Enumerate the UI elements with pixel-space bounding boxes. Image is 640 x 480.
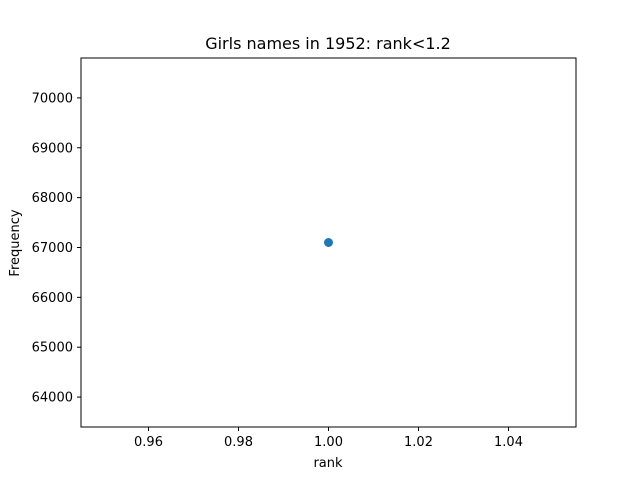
- x-tick-label: 0.98: [224, 435, 253, 450]
- y-tick-label: 65000: [32, 341, 73, 356]
- y-tick-label: 66000: [32, 291, 73, 306]
- x-tick-label: 1.02: [404, 435, 433, 450]
- chart-title: Girls names in 1952: rank<1.2: [205, 34, 451, 53]
- y-axis: 64000 65000 66000 67000 68000 69000 70000: [32, 91, 81, 406]
- plot-area: [324, 238, 333, 247]
- x-axis-title: rank: [313, 456, 343, 471]
- x-tick-label: 1.04: [494, 435, 523, 450]
- y-tick-label: 64000: [32, 391, 73, 406]
- x-axis: 0.96 0.98 1.00 1.02 1.04: [134, 427, 523, 450]
- y-tick-label: 69000: [32, 141, 73, 156]
- y-tick-label: 68000: [32, 191, 73, 206]
- y-axis-title: Frequency: [8, 209, 23, 276]
- y-tick-label: 67000: [32, 241, 73, 256]
- x-tick-label: 0.96: [134, 435, 163, 450]
- x-tick-label: 1.00: [314, 435, 343, 450]
- scatter-point: [324, 238, 333, 247]
- y-tick-label: 70000: [32, 91, 73, 106]
